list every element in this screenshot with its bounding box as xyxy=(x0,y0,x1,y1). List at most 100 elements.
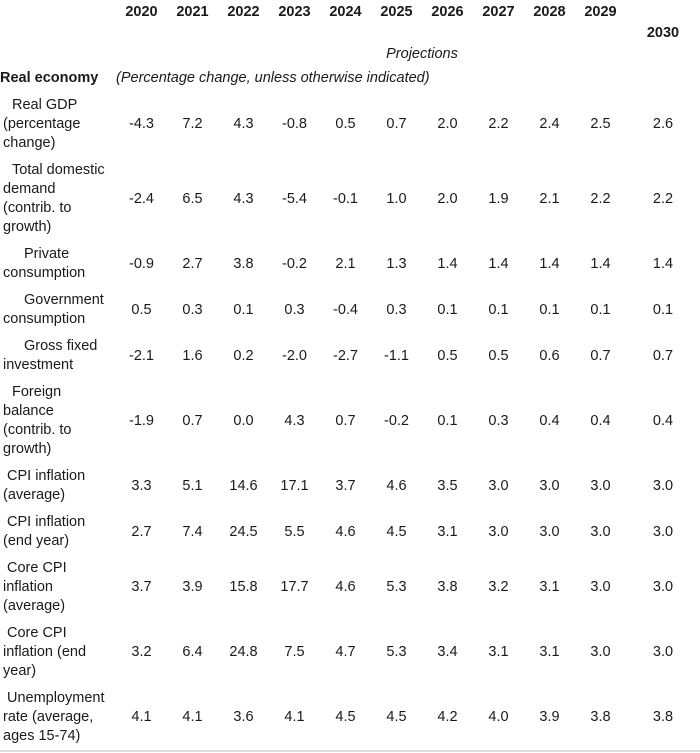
row-label: Private consumption xyxy=(3,246,86,281)
value-cell: 5.1 xyxy=(182,477,203,494)
row-label: Total domestic demand (contrib. to growt… xyxy=(3,162,105,235)
section-title: Real economy xyxy=(0,70,99,86)
value-cell: -2.1 xyxy=(129,347,154,364)
value-cell: 2.2 xyxy=(488,116,509,132)
value-cell: 4.5 xyxy=(386,523,407,540)
year-header-2029: 2029 xyxy=(584,4,617,20)
value-cell: -2.7 xyxy=(333,347,358,364)
value-cell: 1.4 xyxy=(652,255,674,272)
year-header-2020: 2020 xyxy=(125,4,158,20)
value-cell: 0.7 xyxy=(335,412,356,429)
row-label: Core CPI inflation (average) xyxy=(3,560,67,614)
value-cell: 3.0 xyxy=(590,579,611,595)
table-row: CPI inflation (average) 3.3 5.1 14.6 17.1 3.7… xyxy=(0,463,700,509)
value-cell: 0.1 xyxy=(539,301,560,318)
value-cell: -1.9 xyxy=(129,412,154,429)
value-cell: 5.3 xyxy=(386,644,407,660)
table-row: Core CPI inflation (end year) 3.2 6.4 24.8 7… xyxy=(0,620,700,685)
value-cell: 3.0 xyxy=(590,523,611,540)
value-cell: 0.1 xyxy=(437,412,458,429)
value-cell: 15.8 xyxy=(229,579,258,595)
value-cell: -0.4 xyxy=(333,301,358,318)
projections-row: Projections xyxy=(0,44,700,65)
projections-spacer-left xyxy=(0,44,371,65)
value-cell: 4.5 xyxy=(386,709,407,725)
value-cell: 5.3 xyxy=(386,579,407,595)
row-label: CPI inflation (average) xyxy=(3,468,86,503)
value-cell: 0.1 xyxy=(652,301,674,318)
value-cell: 3.0 xyxy=(539,477,560,494)
value-cell: -4.3 xyxy=(129,116,154,132)
value-cell: 1.4 xyxy=(437,255,458,272)
year-header-2021: 2021 xyxy=(176,4,209,20)
value-cell: 6.5 xyxy=(182,190,203,207)
value-cell: 2.5 xyxy=(590,116,611,132)
value-cell: 3.7 xyxy=(335,477,356,494)
year-header-2023: 2023 xyxy=(278,4,311,20)
value-cell: 0.3 xyxy=(488,412,509,429)
value-cell: 2.7 xyxy=(131,523,152,540)
value-cell: -5.4 xyxy=(282,190,307,207)
value-cell: 4.6 xyxy=(386,477,407,494)
row-label: Unemployment rate (average, ages 15-74) xyxy=(3,690,105,744)
value-cell: 0.1 xyxy=(437,301,458,318)
row-label: Gross fixed investment xyxy=(3,338,98,373)
row-label: Real GDP (percentage change) xyxy=(3,97,81,151)
corner-cell xyxy=(0,0,116,44)
value-cell: 2.4 xyxy=(539,116,560,132)
value-cell: 3.2 xyxy=(131,644,152,660)
value-cell: 0.7 xyxy=(386,116,407,132)
table-row: Private consumption -0.9 2.7 3.8 -0.2 2.1 1.3 1… xyxy=(0,241,700,287)
value-cell: 0.3 xyxy=(386,301,407,318)
value-cell: 3.1 xyxy=(488,644,509,660)
value-cell: 0.1 xyxy=(590,301,611,318)
value-cell: 0.6 xyxy=(539,347,560,364)
projections-spacer-right xyxy=(473,44,700,65)
row-label: Government consumption xyxy=(3,292,104,327)
value-cell: 3.1 xyxy=(539,579,560,595)
value-cell: 4.7 xyxy=(335,644,356,660)
value-cell: 3.0 xyxy=(539,523,560,540)
year-header-2030: 2030 xyxy=(646,25,680,41)
value-cell: 3.7 xyxy=(131,579,152,595)
table-row: CPI inflation (end year) 2.7 7.4 24.5 5.5 4.6… xyxy=(0,509,700,555)
value-cell: 3.1 xyxy=(437,523,458,540)
section-note: (Percentage change, unless otherwise ind… xyxy=(116,70,430,86)
section-header-row: Real economy (Percentage change, unless … xyxy=(0,65,700,92)
table-row: Real GDP (percentage change) -4.3 7.2 4.3 -0… xyxy=(0,92,700,157)
value-cell: 7.2 xyxy=(182,116,203,132)
value-cell: 7.4 xyxy=(182,523,203,540)
row-label: CPI inflation (end year) xyxy=(3,514,86,549)
value-cell: 1.9 xyxy=(488,190,509,207)
value-cell: 0.5 xyxy=(488,347,509,364)
value-cell: 5.5 xyxy=(284,523,305,540)
value-cell: 0.4 xyxy=(652,412,674,429)
value-cell: -0.2 xyxy=(282,255,307,272)
year-header-2028: 2028 xyxy=(533,4,566,20)
table-row: Core CPI inflation (average) 3.7 3.9 15.8 17… xyxy=(0,555,700,620)
value-cell: 0.3 xyxy=(182,301,203,318)
value-cell: 2.1 xyxy=(335,255,356,272)
value-cell: 4.6 xyxy=(335,523,356,540)
value-cell: 3.0 xyxy=(590,644,611,660)
value-cell: 4.5 xyxy=(335,709,356,725)
table-header: 2020 2021 2022 2023 2024 2025 2026 2027 … xyxy=(0,0,700,92)
value-cell: 4.1 xyxy=(284,709,305,725)
value-cell: 4.3 xyxy=(233,116,254,132)
value-cell: 1.4 xyxy=(590,255,611,272)
value-cell: 3.0 xyxy=(652,644,674,660)
table-row: Total domestic demand (contrib. to growt… xyxy=(0,157,700,241)
value-cell: 0.1 xyxy=(233,301,254,318)
value-cell: 2.0 xyxy=(437,190,458,207)
value-cell: 24.8 xyxy=(229,644,258,660)
value-cell: 1.0 xyxy=(386,190,407,207)
value-cell: 6.4 xyxy=(182,644,203,660)
value-cell: 3.0 xyxy=(488,523,509,540)
value-cell: -0.9 xyxy=(129,255,154,272)
value-cell: 3.0 xyxy=(488,477,509,494)
value-cell: 0.5 xyxy=(131,301,152,318)
year-header-2022: 2022 xyxy=(227,4,260,20)
value-cell: -2.4 xyxy=(129,190,154,207)
value-cell: 2.2 xyxy=(652,190,674,207)
